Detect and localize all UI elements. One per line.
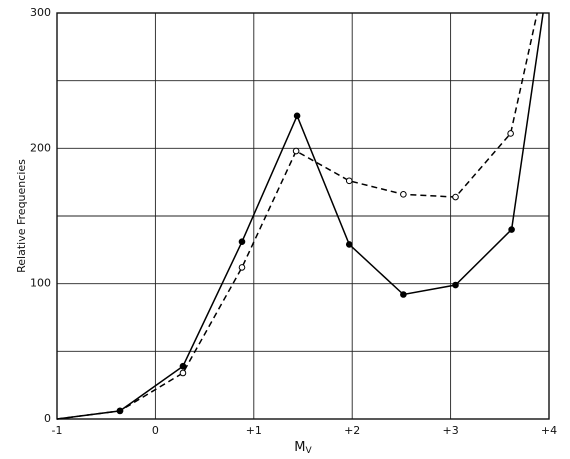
data-point xyxy=(507,130,514,137)
x-tick-label: +1 xyxy=(246,424,262,437)
y-tick-label: 200 xyxy=(30,141,51,154)
data-point xyxy=(238,264,246,271)
data-point xyxy=(400,291,407,298)
data-point xyxy=(345,177,353,185)
y-tick-label: 300 xyxy=(30,6,51,19)
x-axis-label: MV xyxy=(294,440,312,456)
y-tick-label: 0 xyxy=(44,412,51,425)
x-tick-label: +3 xyxy=(442,424,458,437)
data-point xyxy=(238,238,246,246)
x-tick-label: 0 xyxy=(152,424,159,437)
data-point xyxy=(179,362,187,370)
data-point xyxy=(508,226,515,233)
data-point xyxy=(400,191,407,198)
x-tick-label: +4 xyxy=(541,424,557,437)
y-tick-label: 100 xyxy=(30,277,51,290)
data-point xyxy=(116,407,124,415)
x-tick-label: +2 xyxy=(344,424,360,437)
data-point xyxy=(179,369,187,377)
data-point xyxy=(292,147,300,155)
plot-frame xyxy=(56,12,550,420)
data-point xyxy=(452,193,459,201)
y-axis-label: Relative Frequencies xyxy=(15,159,28,273)
data-point xyxy=(293,112,301,120)
data-point xyxy=(452,281,459,289)
data-line xyxy=(56,12,544,420)
data-point xyxy=(345,241,353,248)
x-label-main: M xyxy=(294,440,305,455)
data-line xyxy=(56,12,538,420)
x-label-sub: V xyxy=(306,446,313,456)
x-tick-label: -1 xyxy=(52,424,63,437)
